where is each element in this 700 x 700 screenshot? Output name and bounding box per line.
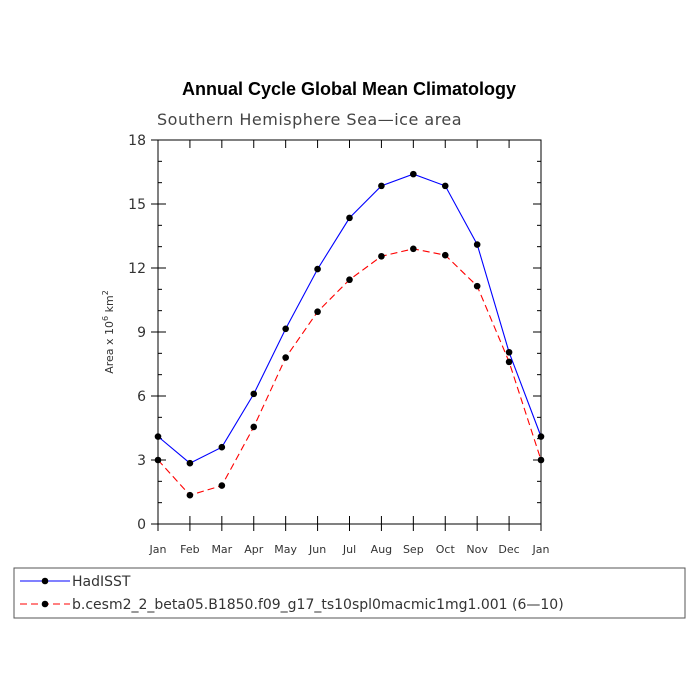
y-tick-label: 18 <box>128 133 146 149</box>
legend-label-0: HadISST <box>72 574 131 590</box>
series-line-1 <box>157 248 542 496</box>
y-axis-label: Area x 106 km2 <box>101 290 116 374</box>
x-tick-label: Dec <box>498 543 519 556</box>
series-layer <box>154 170 545 499</box>
legend-label-1: b.cesm2_2_beta05.B1850.f09_g17_ts10spl0m… <box>72 597 564 613</box>
x-tick-labels: Jan Feb Mar Apr May Jun Jul Aug Sep Oct Nov Dec Jan <box>149 543 550 556</box>
data-point <box>346 214 353 222</box>
data-point <box>505 358 513 366</box>
data-point <box>154 456 162 464</box>
data-point <box>282 354 289 361</box>
data-point <box>378 252 385 260</box>
x-tick-label: Jan <box>149 543 167 556</box>
axis-ticks <box>151 139 542 531</box>
x-tick-label: Jun <box>308 543 326 556</box>
data-point <box>441 182 449 190</box>
data-point <box>186 459 194 467</box>
y-tick-label: 9 <box>137 325 146 341</box>
data-point <box>218 443 226 451</box>
legend: HadISST b.cesm2_2_beta05.B1850.f09_g17_ts… <box>13 567 686 619</box>
data-point <box>473 241 481 248</box>
data-point <box>282 325 289 333</box>
data-point <box>186 491 194 499</box>
data-point <box>410 170 417 178</box>
y-tick-label: 0 <box>137 517 146 533</box>
x-tick-label: May <box>274 543 297 556</box>
x-tick-label: Apr <box>244 543 264 556</box>
y-tick-label: 15 <box>128 197 146 213</box>
data-point <box>250 390 258 398</box>
x-tick-label: Jul <box>342 543 356 556</box>
x-tick-label: Sep <box>403 543 424 556</box>
x-tick-label: Mar <box>211 543 232 556</box>
data-point <box>218 482 226 489</box>
data-point <box>314 265 321 273</box>
y-tick-label: 12 <box>128 261 146 277</box>
data-point <box>314 308 321 316</box>
y-tick-label: 6 <box>137 389 146 405</box>
data-point <box>473 282 481 290</box>
legend-frame <box>13 567 686 619</box>
x-tick-label: Nov <box>466 543 488 556</box>
x-tick-label: Jan <box>532 543 550 556</box>
y-tick-labels: 0 3 6 9 12 15 18 <box>128 133 146 533</box>
legend-marker <box>41 600 49 608</box>
data-point <box>154 433 162 440</box>
data-point <box>537 456 545 464</box>
data-point <box>378 182 385 190</box>
data-point <box>346 276 353 284</box>
chart-subtitle: Southern Hemisphere Sea—ice area <box>157 110 462 129</box>
x-tick-label: Aug <box>371 543 392 556</box>
x-tick-label: Oct <box>436 543 456 556</box>
data-point <box>410 245 417 253</box>
data-point <box>537 433 545 440</box>
legend-marker <box>41 577 49 585</box>
chart-title: Annual Cycle Global Mean Climatology <box>182 79 516 99</box>
x-tick-label: Feb <box>180 543 199 556</box>
data-point <box>441 251 449 259</box>
data-point <box>505 348 513 356</box>
plot-frame <box>157 139 542 525</box>
data-point <box>250 423 258 431</box>
y-tick-label: 3 <box>137 453 146 469</box>
